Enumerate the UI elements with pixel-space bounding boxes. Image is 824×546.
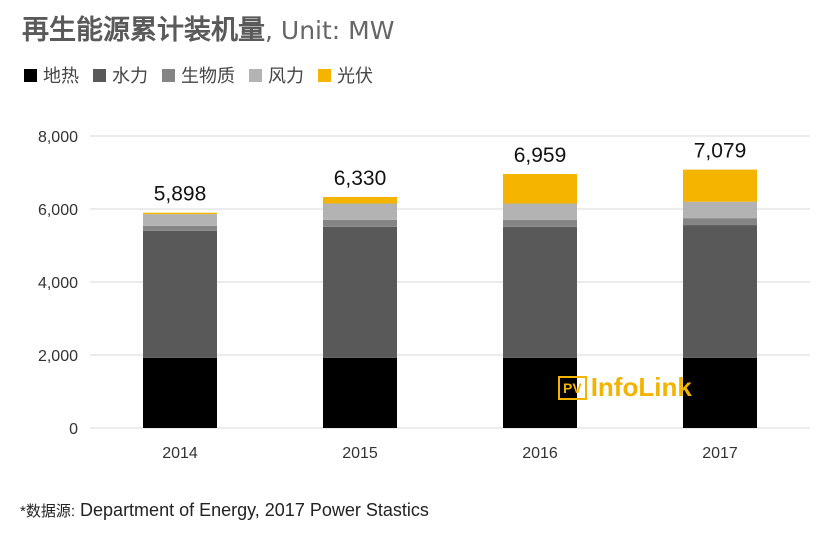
chart-title-unit: , Unit: MW [265,16,395,45]
bar-segment-2016-1 [503,226,577,358]
bar-segment-2016-2 [503,219,577,227]
legend-item-2: 生物质 [162,62,235,88]
chart-legend: 地热 水力 生物质 风力 光伏 [24,62,373,88]
bar-segment-2017-0 [683,357,757,428]
x-tick-label-2016: 2016 [522,445,558,462]
legend-item-3: 风力 [249,62,304,88]
logo-text: InfoLink [590,372,692,402]
total-label-2014: 5,898 [154,183,207,206]
bar-segment-2015-3 [323,203,397,220]
legend-swatch-2 [162,68,175,82]
bar-segment-2017-2 [683,218,757,226]
legend-label-1: 水力 [112,66,148,87]
total-label-2016: 6,959 [514,144,567,167]
source-text: Department of Energy, 2017 Power Stastic… [80,500,429,520]
chart-title: 再生能源累计装机量, Unit: MW [22,8,394,47]
legend-item-1: 水力 [93,62,148,88]
bar-segment-2017-3 [683,201,757,219]
bar-segment-2014-1 [143,230,217,358]
bar-segment-2015-4 [323,196,397,204]
bar-segment-2015-2 [323,219,397,227]
source-prefix: *数据源: [20,503,76,520]
bar-segment-2016-3 [503,203,577,220]
legend-label-2: 生物质 [181,66,235,87]
legend-swatch-1 [93,68,106,82]
bar-segment-2014-0 [143,357,217,428]
logo-badge: PV [558,375,587,400]
x-tick-label-2014: 2014 [162,445,198,462]
legend-item-4: 光伏 [318,62,373,88]
y-tick-label-4: 8,000 [38,129,78,146]
y-tick-label-1: 2,000 [38,348,78,365]
bar-segment-2016-4 [503,173,577,204]
total-label-2015: 6,330 [334,167,387,190]
bar-segment-2016-0 [503,357,577,428]
x-tick-label-2017: 2017 [702,445,738,462]
legend-label-3: 风力 [268,66,304,87]
y-tick-label-2: 4,000 [38,275,78,292]
bar-segment-2015-1 [323,226,397,358]
data-source-note: *数据源: Department of Energy, 2017 Power S… [20,500,429,521]
legend-label-4: 光伏 [337,66,373,87]
bar-segment-2014-2 [143,225,217,231]
infolink-logo: PV InfoLink [558,372,692,403]
bar-segment-2017-4 [683,169,757,202]
x-tick-label-2015: 2015 [342,445,378,462]
legend-item-0: 地热 [24,62,79,88]
bar-segment-2014-4 [143,212,217,215]
y-tick-label-3: 6,000 [38,202,78,219]
legend-label-0: 地热 [43,66,79,87]
bar-segment-2015-0 [323,357,397,428]
chart-title-main: 再生能源累计装机量 [22,15,265,46]
y-tick-label-0: 0 [69,421,78,438]
legend-swatch-4 [318,68,331,82]
bar-segment-2017-1 [683,225,757,358]
total-label-2017: 7,079 [694,140,747,163]
bar-segment-2014-3 [143,214,217,226]
legend-swatch-0 [24,68,37,82]
legend-swatch-3 [249,68,262,82]
